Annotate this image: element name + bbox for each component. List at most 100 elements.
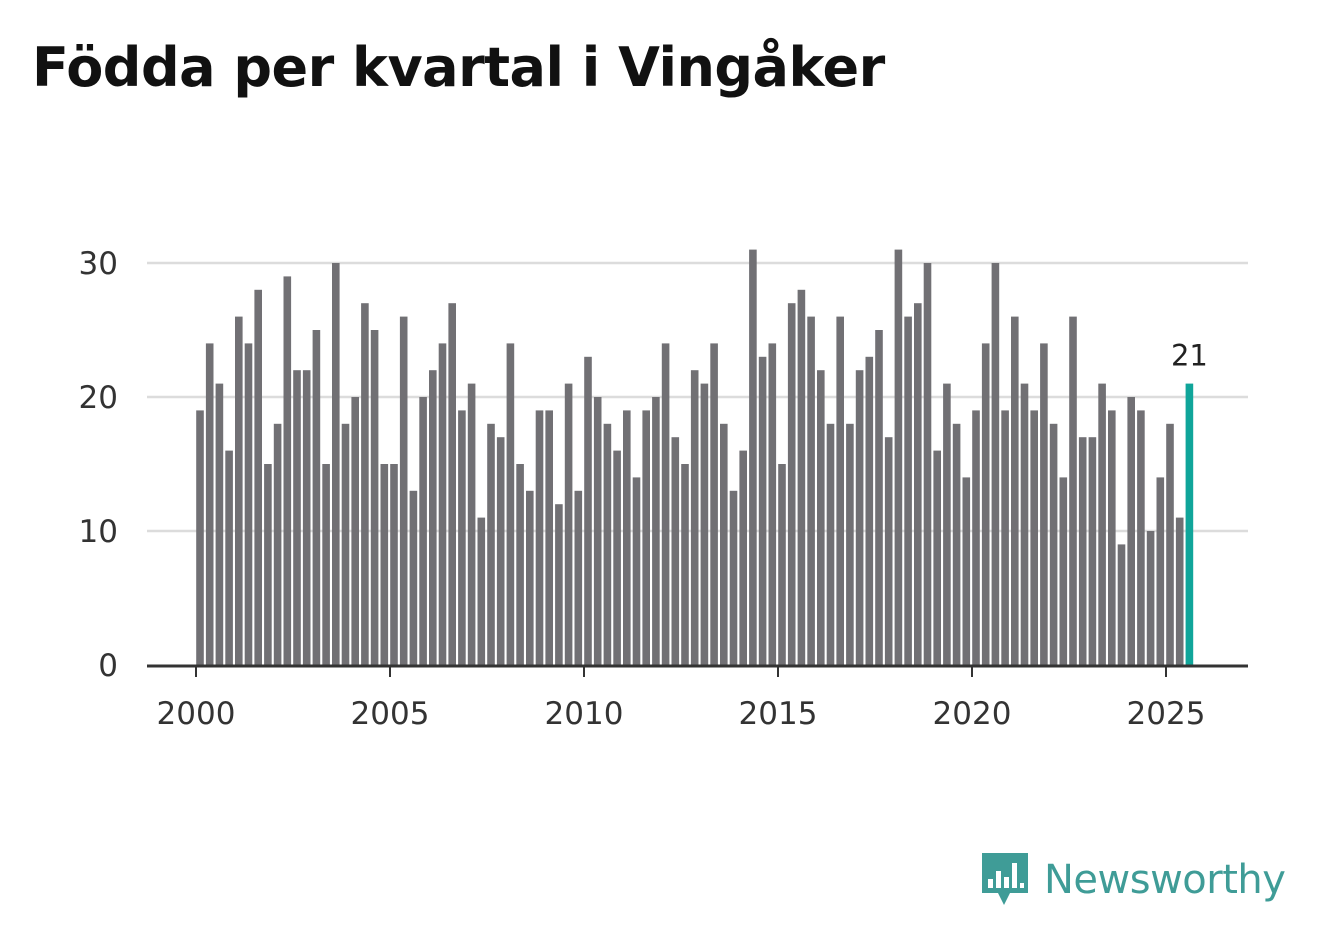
bar — [797, 289, 806, 665]
bar — [972, 410, 980, 665]
x-tick-label: 2015 — [739, 696, 818, 732]
bar — [1030, 410, 1038, 665]
bar — [855, 370, 864, 665]
bar — [875, 330, 883, 665]
bar-highlighted — [1185, 383, 1194, 665]
bar — [1069, 316, 1077, 665]
bar — [1049, 423, 1058, 665]
x-tick-label: 2010 — [545, 696, 624, 732]
bar — [283, 276, 292, 665]
bar — [778, 464, 786, 665]
bar — [1011, 316, 1019, 665]
bar — [419, 397, 427, 665]
bar — [817, 370, 825, 665]
bar — [487, 423, 495, 665]
bar — [681, 464, 689, 665]
bar — [652, 397, 660, 665]
bar — [768, 343, 777, 665]
y-tick-label: 30 — [79, 246, 118, 282]
bar — [758, 356, 767, 665]
bar — [739, 450, 747, 665]
bar — [826, 423, 835, 665]
bars — [196, 249, 1194, 665]
bar — [506, 343, 515, 665]
bar — [710, 343, 718, 665]
bar — [1098, 383, 1106, 665]
bar — [729, 490, 738, 665]
bar — [613, 450, 621, 665]
bar — [894, 249, 903, 665]
bar — [603, 423, 612, 665]
bar — [1108, 410, 1116, 665]
bar — [293, 370, 301, 665]
last-value-label: 21 — [1171, 339, 1208, 373]
bar — [312, 330, 321, 665]
bar — [1020, 383, 1029, 665]
bar — [322, 464, 330, 665]
bar — [846, 423, 854, 665]
bar — [341, 423, 350, 665]
bar — [332, 263, 340, 665]
bar — [390, 464, 398, 665]
y-tick-label: 0 — [98, 648, 118, 684]
bar — [914, 303, 922, 665]
bar — [1175, 517, 1184, 665]
bar — [438, 343, 447, 665]
bar — [254, 289, 262, 665]
bar — [865, 356, 874, 665]
bar — [1078, 437, 1087, 665]
bar — [264, 464, 272, 665]
bar — [884, 437, 893, 665]
bar — [477, 517, 486, 665]
bar — [496, 437, 505, 665]
bar — [700, 383, 709, 665]
bar — [933, 450, 941, 665]
y-tick-label: 10 — [79, 514, 118, 550]
bar — [409, 490, 418, 665]
bar — [632, 477, 641, 665]
bar — [787, 303, 796, 665]
bar — [642, 410, 650, 665]
bar — [1166, 423, 1174, 665]
bar — [235, 316, 243, 665]
bar — [593, 397, 602, 665]
x-axis-ticks: 2000 2005 2010 2015 2020 2025 — [157, 667, 1206, 732]
y-tick-label: 20 — [79, 380, 118, 416]
bar — [555, 504, 563, 665]
bar — [1088, 437, 1097, 665]
bar — [991, 263, 1000, 665]
bar — [545, 410, 553, 665]
bar — [1117, 544, 1126, 665]
bar — [1001, 410, 1009, 665]
x-tick-label: 2000 — [157, 696, 236, 732]
bar — [196, 410, 204, 665]
bar — [244, 343, 253, 665]
bar — [215, 383, 224, 665]
bar — [1146, 531, 1155, 665]
bar — [448, 303, 456, 665]
bar — [467, 383, 476, 665]
chart-title: Födda per kvartal i Vingåker — [32, 36, 885, 99]
bar — [429, 370, 437, 665]
bar — [943, 383, 951, 665]
x-tick-label: 2005 — [351, 696, 430, 732]
x-tick-label: 2025 — [1127, 696, 1206, 732]
bar — [380, 464, 389, 665]
bar — [981, 343, 990, 665]
bar — [205, 343, 214, 665]
bar — [526, 490, 534, 665]
bar — [807, 316, 815, 665]
bar — [1127, 397, 1135, 665]
bar — [671, 437, 680, 665]
newsworthy-logo-icon — [982, 853, 1028, 905]
bar — [273, 423, 282, 665]
bar — [1059, 477, 1068, 665]
bar — [623, 410, 631, 665]
bar — [225, 450, 233, 665]
bar — [1040, 343, 1048, 665]
newsworthy-logo: Newsworthy — [980, 848, 1286, 912]
bar — [361, 303, 369, 665]
bar — [952, 423, 961, 665]
bar — [584, 356, 592, 665]
